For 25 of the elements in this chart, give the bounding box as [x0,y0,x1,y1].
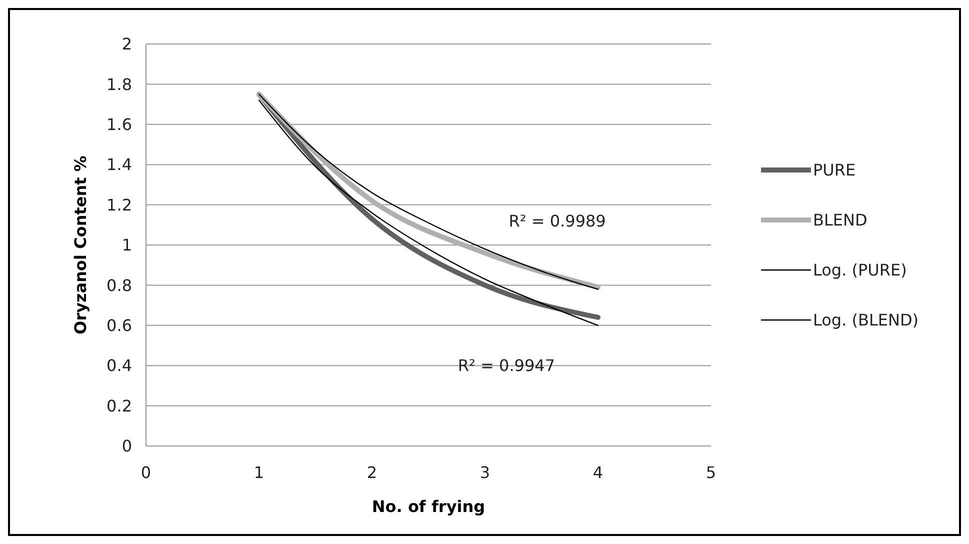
y-tick-label: 0.2 [106,396,132,416]
y-tick-label: 0.6 [106,316,132,335]
y-tick-label: 0 [122,436,132,456]
legend-label: PURE [813,160,856,180]
y-axis-title: Oryzanol Content % [71,156,90,334]
legend-label: Log. (PURE) [813,260,907,280]
y-tick-label: 1.8 [106,74,132,94]
y-tick-label: 0.4 [106,356,132,376]
y-tick-label: 1.6 [106,115,132,134]
x-tick-label: 2 [366,463,378,482]
annotation: R² = 0.9947 [458,356,556,376]
y-tick-label: 1.4 [106,155,132,174]
x-tick-label: 1 [254,463,264,482]
x-tick-label: 3 [480,463,490,482]
y-tick-label: 0.8 [106,276,132,295]
x-tick-label: 4 [592,463,604,482]
x-axis-title: No. of frying [372,497,486,516]
legend-label: Log. (BLEND) [813,310,919,330]
annotation: R² = 0.9989 [508,211,606,230]
y-tick-label: 1 [122,236,132,255]
y-tick-label: 1.2 [106,195,132,214]
x-tick-label: 0 [140,463,152,482]
y-tick-label: 2 [122,34,132,54]
x-tick-label: 5 [706,463,716,482]
legend-label: BLEND [813,210,868,230]
